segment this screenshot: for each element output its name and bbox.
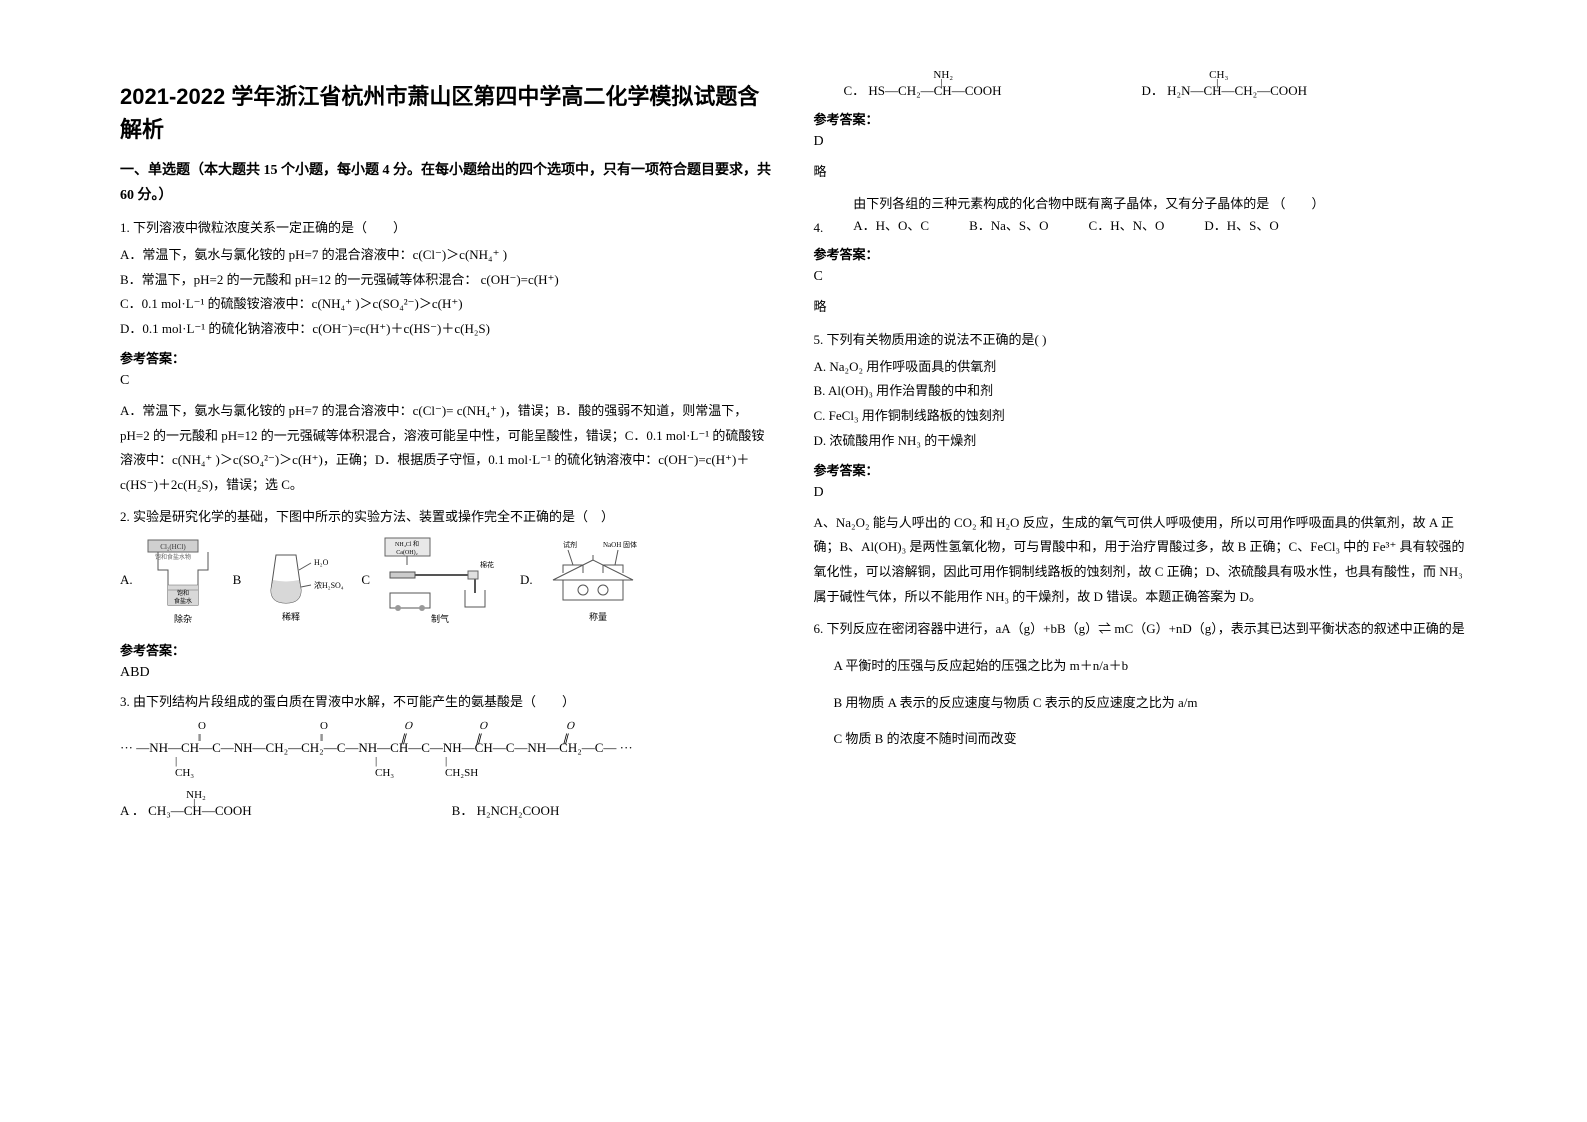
q1-explanation: A．常温下，氨水与氯化铵的 pH=7 的混合溶液中：c(Cl⁻)= c(NH₄⁺… [120,399,774,498]
right-column: C． NH₂ | HS—CH₂—CH—COOH D． CH₃ | H₂N—CH—… [794,80,1488,1082]
svg-text:浓H₂SO₄: 浓H₂SO₄ [314,581,344,590]
svg-text:棉花: 棉花 [480,560,494,569]
q5-option-d: D. 浓硫酸用作 NH₃ 的干燥剂 [814,429,1468,454]
svg-text:饱和食盐水物: 饱和食盐水物 [155,553,191,561]
q3-option-a-formula: CH₃—CH—COOH [148,803,252,818]
q2-diagram-d: 试剂 NaOH 固体 称量 [543,535,653,625]
q4-brief: 略 [814,295,1468,320]
q1-stem: 1. 下列溶液中微粒浓度关系一定正确的是（ ） [120,216,774,241]
svg-text:制气: 制气 [431,613,449,624]
svg-text:除杂: 除杂 [174,613,192,624]
question-6: 6. 下列反应在密闭容器中进行，aA（g）+bB（g）⇌ mC（G）+nD（g）… [814,617,1468,752]
q3-options-row1: A ． NH₂ | CH₃—CH—COOH B． H₂NCH₂COOH [120,800,774,819]
q3-options-row2: C． NH₂ | HS—CH₂—CH—COOH D． CH₃ | H₂N—CH—… [814,80,1468,99]
svg-text:稀释: 稀释 [282,611,300,622]
q1-option-d: D．0.1 mol·L⁻¹ 的硫化钠溶液中：c(OH⁻)=c(H⁺)＋c(HS⁻… [120,317,774,342]
answer-label-3: 参考答案： [814,109,1468,128]
q3-brief: 略 [814,160,1468,185]
q2-diagram-b: H₂O 浓H₂SO₄ 稀释 [251,535,351,625]
q5-explanation: A、Na₂O₂ 能与人呼出的 CO₂ 和 H₂O 反应，生成的氧气可供人呼吸使用… [814,511,1468,610]
svg-text:Ca(OH)₂: Ca(OH)₂ [396,549,417,556]
svg-text:Cl₂(HCl): Cl₂(HCl) [160,543,186,551]
q4-options: A．H、O、C B．Na、S、O C．H、N、O D．H、S、O [833,214,1324,239]
q3-option-c-label: C． [844,83,866,98]
answer-label-1: 参考答案： [120,348,774,367]
q1-answer: C [120,373,774,389]
answer-label-4: 参考答案： [814,244,1468,263]
q3-stem: 3. 由下列结构片段组成的蛋白质在胃液中水解，不可能产生的氨基酸是（ ） [120,691,774,710]
q2-answer: ABD [120,665,774,681]
svg-text:称量: 称量 [589,611,607,622]
svg-text:饱和: 饱和 [177,589,189,597]
q2-stem: 2. 实验是研究化学的基础，下图中所示的实验方法、装置或操作完全不正确的是（ ） [120,506,774,525]
answer-label-2: 参考答案： [120,640,774,659]
q2-label-c: C [361,572,370,588]
q5-option-b: B. Al(OH)₃ 用作治胃酸的中和剂 [814,379,1468,404]
q5-option-c: C. FeCl₃ 用作铜制线路板的蚀刻剂 [814,404,1468,429]
q3-option-b-formula: H₂NCH₂COOH [477,803,560,818]
question-1: 1. 下列溶液中微粒浓度关系一定正确的是（ ） A．常温下，氨水与氯化铵的 pH… [120,216,774,341]
q2-diagrams-row: A. Cl₂(HCl) 饱和食盐水物 饱和 食盐水 除杂 B H₂O 浓H₂SO… [120,535,774,625]
svg-text:试剂: 试剂 [563,540,577,549]
q4-option-a: A．H、O、C [853,214,929,239]
q6-option-b: B 用物质 A 表示的反应速度与物质 C 表示的反应速度之比为 a/m [814,691,1468,716]
q3-option-c-formula: HS—CH₂—CH—COOH [868,83,1001,98]
svg-text:NH₄Cl 和: NH₄Cl 和 [395,540,419,548]
question-4: 4. 由下列各组的三种元素构成的化合物中既有离子晶体，又有分子晶体的是 （ ） … [814,193,1468,239]
q2-diagram-a: Cl₂(HCl) 饱和食盐水物 饱和 食盐水 除杂 [143,535,223,625]
q3-option-d-label: D． [1142,83,1164,98]
question-5: 5. 下列有关物质用途的说法不正确的是( ) A. Na₂O₂ 用作呼吸面具的供… [814,328,1468,453]
q3-option-d-formula: H₂N—CH—CH₂—COOH [1167,83,1307,98]
q2-label-a: A. [120,572,133,588]
section-header: 一、单选题（本大题共 15 个小题，每小题 4 分。在每小题给出的四个选项中，只… [120,158,774,208]
svg-text:NaOH 固体: NaOH 固体 [603,540,637,549]
q5-answer: D [814,485,1468,501]
q4-answer: C [814,269,1468,285]
q1-option-b: B．常温下，pH=2 的一元酸和 pH=12 的一元强碱等体积混合： c(OH⁻… [120,268,774,293]
answer-label-5: 参考答案： [814,460,1468,479]
q6-stem: 6. 下列反应在密闭容器中进行，aA（g）+bB（g）⇌ mC（G）+nD（g）… [814,617,1468,642]
q2-label-d: D. [520,572,533,588]
q1-option-c: C．0.1 mol·L⁻¹ 的硫酸铵溶液中：c(NH₄⁺ )＞c(SO₄²⁻)＞… [120,292,774,317]
q3-option-a-label: A ． [120,803,145,818]
q2-label-b: B [233,572,242,588]
q3-answer: D [814,134,1468,150]
q4-option-c: C．H、N、O [1089,214,1165,239]
q3-option-b-label: B． [452,803,474,818]
q3-structural-formula: O‖ O‖ O∥ O∥ O∥ ··· —NH—CH—C—NH—CH₂—CH₂—C… [120,720,774,775]
svg-text:H₂O: H₂O [314,558,329,567]
q5-stem: 5. 下列有关物质用途的说法不正确的是( ) [814,328,1468,353]
q6-option-c: C 物质 B 的浓度不随时间而改变 [814,727,1468,752]
q4-option-b: B．Na、S、O [969,214,1048,239]
q6-option-a: A 平衡时的压强与反应起始的压强之比为 m＋n/a＋b [814,654,1468,679]
q1-option-a: A．常温下，氨水与氯化铵的 pH=7 的混合溶液中：c(Cl⁻)＞c(NH₄⁺ … [120,243,774,268]
q4-stem: 由下列各组的三种元素构成的化合物中既有离子晶体，又有分子晶体的是 （ ） [833,193,1324,212]
q2-diagram-c: NH₄Cl 和 Ca(OH)₂ 棉花 制气 [380,535,510,625]
left-column: 2021-2022 学年浙江省杭州市萧山区第四中学高二化学模拟试题含解析 一、单… [100,80,794,1082]
q5-option-a: A. Na₂O₂ 用作呼吸面具的供氧剂 [814,355,1468,380]
q4-number: 4. [814,220,824,238]
q4-option-d: D．H、S、O [1204,214,1278,239]
svg-text:食盐水: 食盐水 [174,597,192,605]
exam-title: 2021-2022 学年浙江省杭州市萧山区第四中学高二化学模拟试题含解析 [120,80,774,146]
